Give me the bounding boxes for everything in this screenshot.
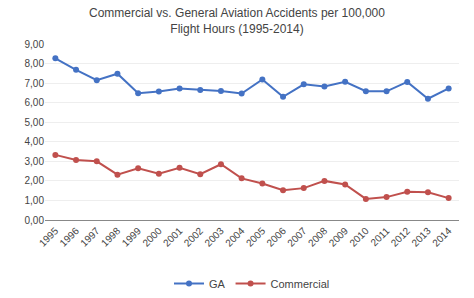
svg-text:Commercial vs. General Aviatio: Commercial vs. General Aviation Accident… [89,6,385,36]
svg-text:6,00: 6,00 [25,97,45,108]
svg-text:1997: 1997 [78,225,102,249]
svg-text:2006: 2006 [264,225,288,249]
svg-text:9,00: 9,00 [25,39,45,50]
svg-text:Commercial: Commercial [271,278,330,290]
svg-text:2004: 2004 [223,225,247,249]
svg-text:1,00: 1,00 [25,195,45,206]
svg-text:2009: 2009 [327,225,351,249]
svg-text:2008: 2008 [306,225,330,249]
svg-text:1996: 1996 [57,225,81,249]
svg-text:2011: 2011 [369,225,392,248]
svg-text:2010: 2010 [347,225,371,249]
svg-text:5,00: 5,00 [25,117,45,128]
svg-text:1999: 1999 [120,225,144,249]
svg-text:GA: GA [209,278,226,290]
svg-text:2001: 2001 [161,225,185,249]
svg-text:2005: 2005 [244,225,268,249]
svg-text:0,00: 0,00 [25,215,45,226]
svg-text:2014: 2014 [430,225,454,249]
svg-text:2012: 2012 [389,225,413,249]
svg-text:1998: 1998 [99,225,123,249]
svg-text:4,00: 4,00 [25,136,45,147]
svg-text:2013: 2013 [409,225,433,249]
svg-text:2007: 2007 [285,225,309,249]
svg-text:8,00: 8,00 [25,58,45,69]
svg-text:2003: 2003 [202,225,226,249]
svg-text:7,00: 7,00 [25,78,45,89]
svg-text:2,00: 2,00 [25,175,45,186]
svg-text:1995: 1995 [37,225,61,249]
svg-text:3,00: 3,00 [25,156,45,167]
svg-text:2000: 2000 [140,225,164,249]
svg-text:2002: 2002 [182,225,206,249]
